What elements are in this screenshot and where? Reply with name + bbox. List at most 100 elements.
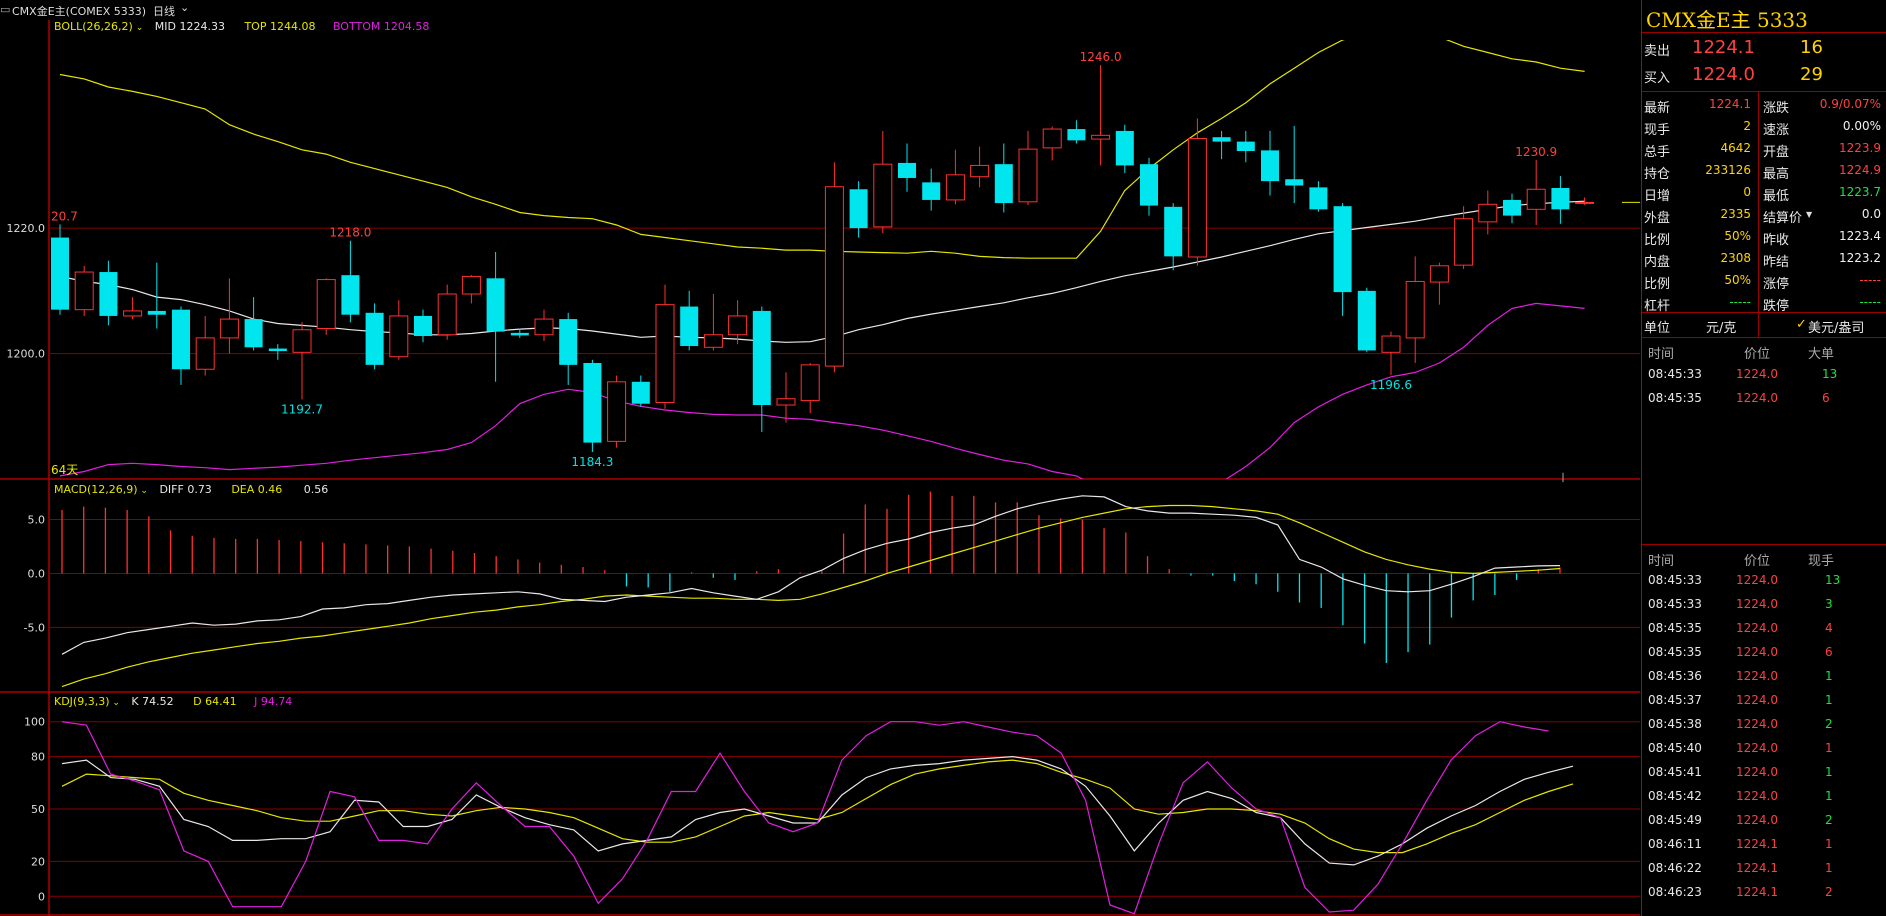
candle-body — [631, 381, 650, 404]
tick-qty: 1 — [1825, 861, 1833, 875]
candle — [1212, 130, 1231, 160]
tick-qty: 4 — [1825, 621, 1833, 635]
candle-body — [728, 315, 748, 336]
boll-mid-value: MID 1224.33 — [154, 20, 225, 33]
caret-down-icon[interactable]: ▼ — [1806, 210, 1813, 219]
candle-body — [510, 332, 529, 336]
candle-body — [414, 315, 432, 337]
quote-field-row: 持仓 233126 最高 1224.9 — [1642, 160, 1886, 182]
tick-row[interactable]: 08:45:49 1224.0 2 — [1642, 808, 1886, 832]
candle-body — [1551, 188, 1570, 210]
boll-bottom-value: BOTTOM 1204.58 — [332, 20, 430, 33]
y-axis-labels: 1220.0 1200.0 5.0 0.0 -5.0 100 80 50 20 0 — [7, 222, 46, 903]
tick-row[interactable]: 08:46:23 1224.1 2 — [1642, 880, 1886, 904]
tick-qty: 1 — [1825, 837, 1833, 851]
candle-body — [1478, 203, 1498, 223]
tick-time: 08:45:40 — [1648, 741, 1702, 755]
boll-mid-line — [59, 200, 1585, 343]
y-tick-label: -5.0 — [24, 621, 45, 634]
tick-row[interactable]: 08:45:37 1224.0 1 — [1642, 688, 1886, 712]
candle — [728, 300, 748, 345]
candle — [1018, 130, 1038, 205]
quote-field-row: 现手 2 速涨 0.00% — [1642, 116, 1886, 138]
candle — [1478, 190, 1498, 235]
candle — [99, 260, 118, 326]
chevron-down-icon[interactable]: ⌄ — [109, 698, 120, 708]
quote-field-row: 外盘 2335 结算价 ▼ 0.0 — [1642, 204, 1886, 226]
tick-row[interactable]: 08:45:35 1224.0 4 — [1642, 616, 1886, 640]
bid-row[interactable]: 买入 1224.0 29 — [1642, 63, 1886, 89]
trade-time: 08:45:33 — [1648, 367, 1702, 381]
macd-name[interactable]: MACD(12,26,9) — [54, 483, 138, 496]
candle-body — [849, 189, 868, 229]
candle-body — [776, 398, 796, 406]
chevron-down-icon[interactable]: ⌄ — [180, 1, 190, 14]
tick-time: 08:45:35 — [1648, 621, 1702, 635]
chevron-down-icon[interactable]: ⌄ — [132, 23, 144, 33]
field-label: 涨跌 — [1763, 101, 1790, 116]
candle — [1042, 126, 1062, 161]
tick-qty: 13 — [1825, 573, 1841, 587]
candle — [873, 130, 893, 234]
tick-row[interactable]: 08:45:42 1224.0 1 — [1642, 784, 1886, 808]
candle-body — [824, 186, 844, 367]
tick-row[interactable]: 08:46:11 1224.1 1 — [1642, 832, 1886, 856]
tick-time: 08:46:23 — [1648, 885, 1702, 899]
candle — [74, 265, 94, 316]
candle — [341, 240, 360, 323]
y-tick-label: 1220.0 — [7, 222, 46, 235]
field-label: 外盘 — [1644, 211, 1671, 226]
field-label: 开盘 — [1763, 145, 1790, 160]
tick-price: 1224.0 — [1736, 645, 1778, 659]
tick-row[interactable]: 08:45:36 1224.0 1 — [1642, 664, 1886, 688]
candle — [607, 375, 627, 448]
tick-price: 1224.0 — [1736, 621, 1778, 635]
unit-label: 单位 — [1644, 321, 1671, 336]
kdj-j-value: J 94.74 — [254, 695, 293, 708]
candle-body — [922, 182, 941, 200]
ask-row[interactable]: 卖出 1224.1 16 — [1642, 36, 1886, 62]
period-selector[interactable]: 日线 — [153, 5, 175, 18]
tick-row[interactable]: 08:45:33 1224.0 3 — [1642, 592, 1886, 616]
unit-yuan-option[interactable]: 元/克 — [1706, 321, 1737, 336]
kdj-k-line — [61, 755, 1574, 866]
candle — [922, 168, 941, 211]
window-icon[interactable]: ▭ — [0, 3, 11, 16]
tick-time: 08:45:49 — [1648, 813, 1702, 827]
field-label: 比例 — [1644, 233, 1671, 248]
tick-row[interactable]: 08:45:33 1224.0 13 — [1642, 568, 1886, 592]
col-time: 时间 — [1648, 347, 1675, 362]
kline-chart[interactable]: 1220.0 1200.0 5.0 0.0 -5.0 100 80 50 20 0 1246.0 1… — [0, 20, 1640, 916]
candle — [1503, 193, 1521, 224]
candle-body — [898, 162, 916, 178]
candle — [1526, 159, 1546, 226]
tick-row[interactable]: 08:45:35 1224.0 6 — [1642, 640, 1886, 664]
tick-row[interactable]: 08:46:22 1224.1 1 — [1642, 856, 1886, 880]
tick-time: 08:46:22 — [1648, 861, 1702, 875]
field-label: 持仓 — [1644, 167, 1671, 182]
field-label: 杠杆 — [1644, 299, 1671, 314]
tick-row[interactable]: 08:45:38 1224.0 2 — [1642, 712, 1886, 736]
tick-row[interactable]: 08:45:41 1224.0 1 — [1642, 760, 1886, 784]
tick-row[interactable]: 08:45:40 1224.0 1 — [1642, 736, 1886, 760]
unit-usd-option[interactable]: 美元/盎司 — [1808, 321, 1865, 336]
chevron-down-icon[interactable]: ⌄ — [137, 486, 148, 496]
edge-annotation: 20.7 — [51, 210, 78, 224]
candle-body — [1285, 179, 1304, 186]
candle-body — [147, 310, 166, 315]
candle-body — [970, 164, 990, 178]
candle-body — [655, 304, 675, 403]
tick-qty: 2 — [1825, 717, 1833, 731]
annotations: 1246.0 1218.0 1230.9 1192.7 1184.3 1196.6 20.7… — [51, 50, 1640, 483]
boll-name[interactable]: BOLL(26,26,2) — [54, 20, 133, 33]
chart-toolbar: ▭ CMX金E主(COMEX 5333) 日线 ⌄ — [0, 0, 1640, 20]
big-trade-row[interactable]: 08:45:35 1224.0 6 — [1642, 386, 1886, 410]
kdj-name[interactable]: KDJ(9,3,3) — [54, 695, 110, 708]
big-trade-row[interactable]: 08:45:33 1224.0 13 — [1642, 362, 1886, 386]
symbol-tab[interactable]: CMX金E主(COMEX 5333) — [12, 5, 147, 18]
candle — [1164, 203, 1183, 271]
candle — [1381, 331, 1401, 375]
field-label: 比例 — [1644, 277, 1671, 292]
tick-qty: 1 — [1825, 789, 1833, 803]
